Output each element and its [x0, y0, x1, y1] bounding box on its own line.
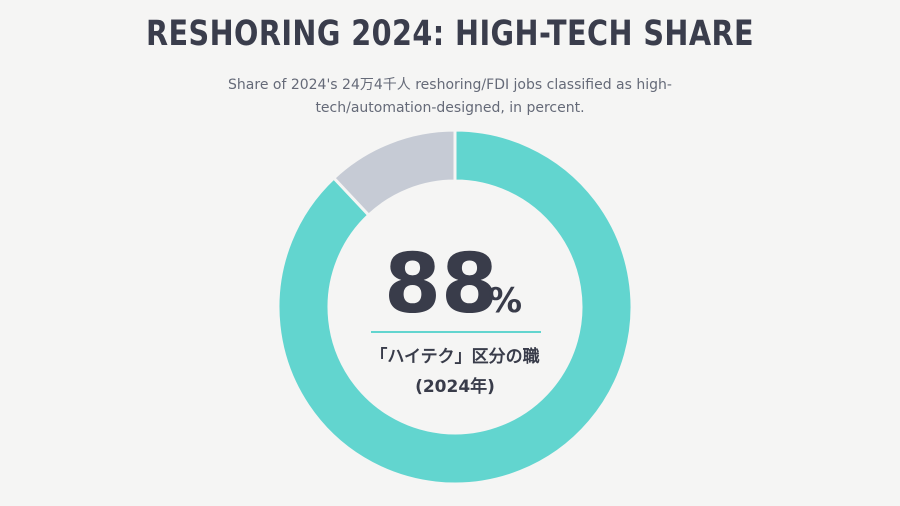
center-label-line1: 「ハイテク」区分の職 — [370, 346, 539, 367]
center-value: 88 — [384, 237, 498, 332]
slice-other — [331, 128, 457, 218]
center-label-line2: (2024年) — [415, 376, 495, 397]
chart-title: RESHORING 2024: HIGH-TECH SHARE — [145, 14, 755, 54]
slice-high-tech — [276, 128, 634, 486]
donut-slices — [276, 128, 634, 486]
chart-subtitle: Share of 2024's 24万4千人 reshoring/FDI job… — [228, 77, 672, 116]
center-unit: % — [488, 281, 522, 321]
